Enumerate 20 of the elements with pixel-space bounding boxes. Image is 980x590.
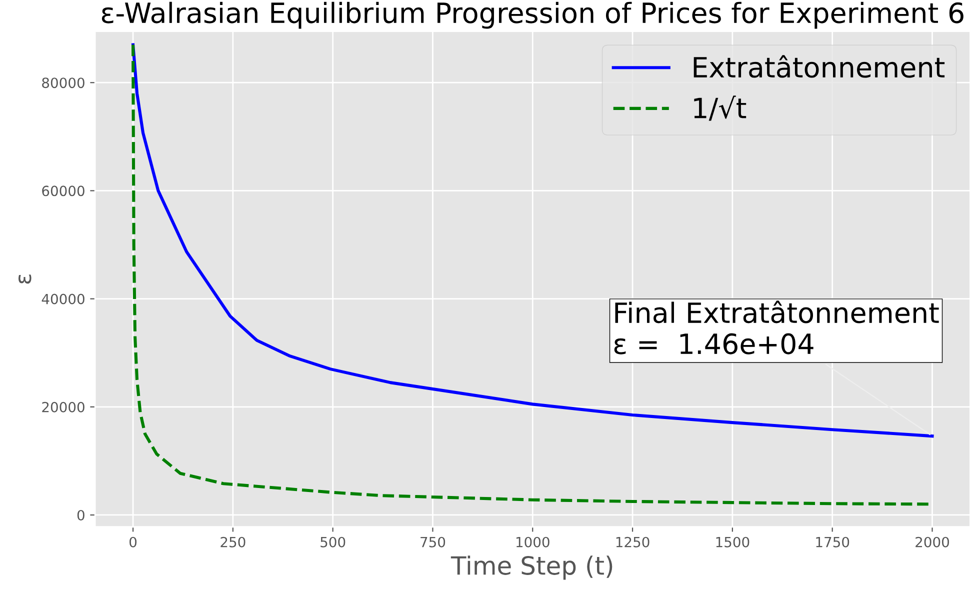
legend-label: Extratâtonnement [694,55,945,78]
x-tick-label: 1750 [816,536,850,548]
x-tick-label: 0 [130,536,137,548]
chart-title: ε-Walrasian Equilibrium Progression of Prices for Experiment 6 [102,2,964,29]
x-tick-label: 250 [220,536,246,548]
y-tick-label: 20000 [42,402,84,412]
x-tick-label: 2000 [916,536,949,548]
y-tick-label: 60000 [42,186,84,196]
x-tick-label: 1000 [516,536,550,548]
legend-label: 1/√t [694,96,746,121]
y-tick-label: 0 [77,510,84,520]
y-tick-label: 40000 [42,294,84,304]
x-tick-label: 500 [320,536,346,548]
x-tick-label: 750 [420,536,446,548]
y-axis-title: ε [18,274,32,284]
x-axis-title: Time Step (t) [450,556,612,580]
x-tick-label: 1500 [716,536,750,548]
x-tick-label: 1250 [616,536,650,548]
y-tick-label: 80000 [42,78,84,88]
annotation: Final Extratâtonnement ε = 1.46e+04 [614,300,939,354]
